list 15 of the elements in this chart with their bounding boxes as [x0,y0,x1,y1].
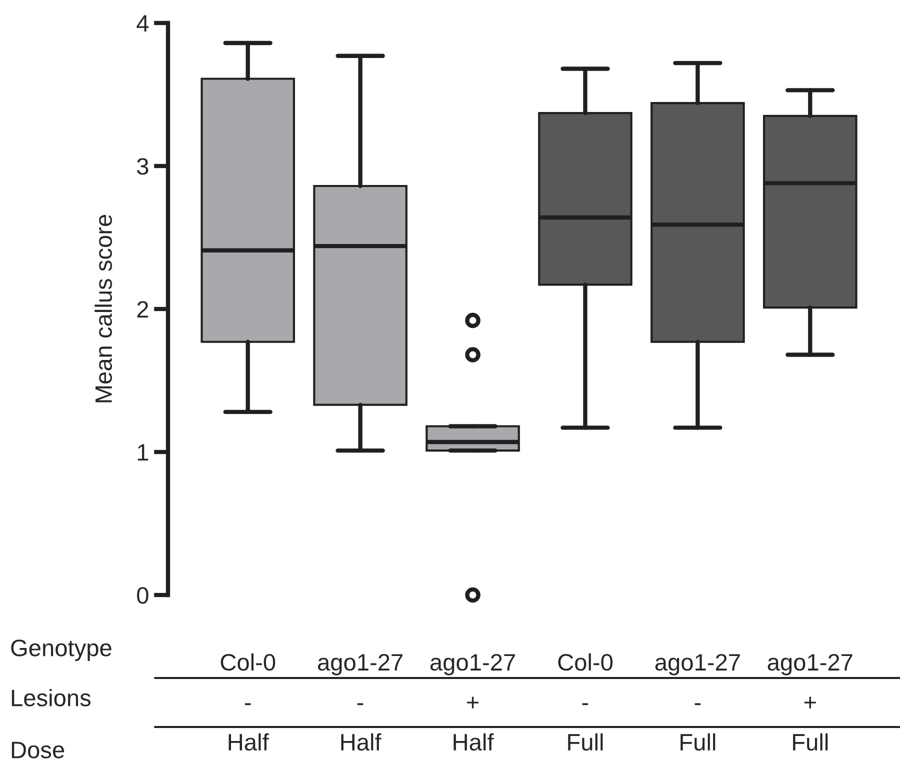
text: Genotype [11,640,112,662]
text: Lesions [12,688,91,706]
y-axis-title: Mean callus score [94,214,112,402]
category-label: Col-0 - Full [558,653,613,751]
y-tick-label: 1 [138,444,148,461]
y-tick-label: 3 [137,158,148,175]
y-tick-label: 0 [137,587,148,604]
y-tick-label: 2 [137,301,148,318]
x-tick-label: ago1-27 + Half [430,654,515,751]
category-label: Col-0 - Half [220,653,276,751]
text: Dose [12,742,64,758]
x-tick-label: ago1-27 + Full [768,654,852,751]
x-tick-label: ago1-27 - Half [318,654,402,751]
x-tick-label: ago1-27 - Full [655,654,740,751]
y-tick-label: 4 [136,15,149,32]
